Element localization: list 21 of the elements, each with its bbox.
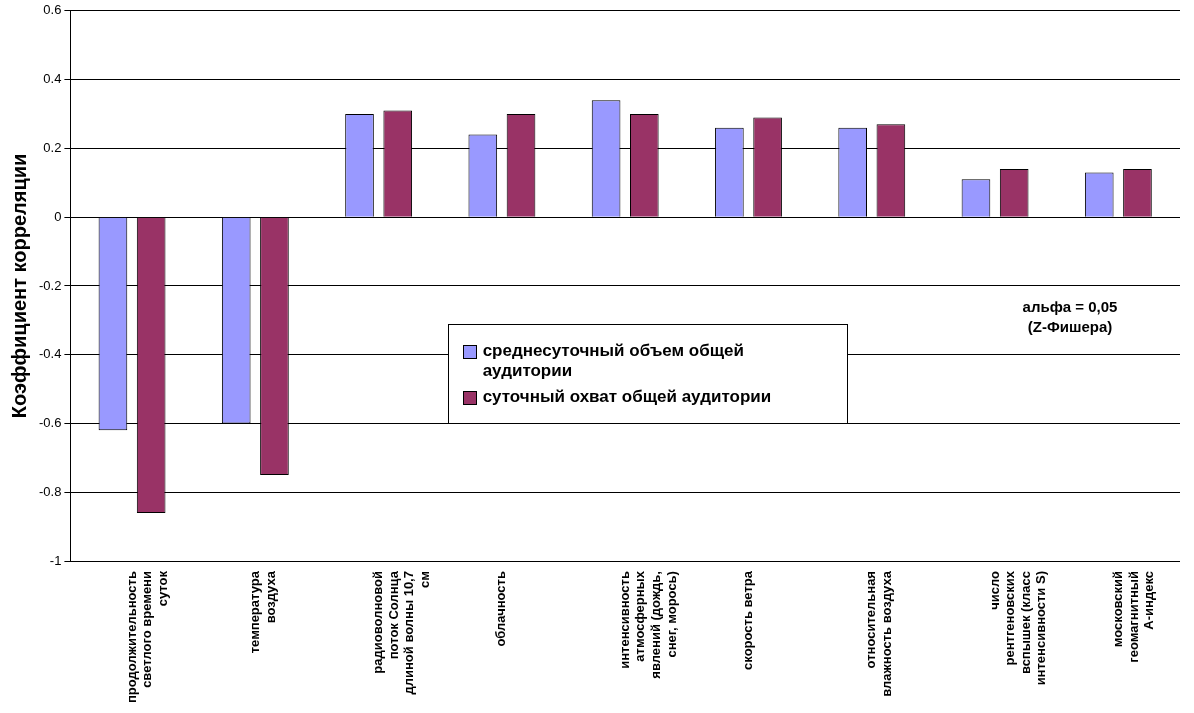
legend-label: среднесуточный объем общей аудитории	[482, 341, 745, 382]
annotation: альфа = 0,05 (Z-Фишера)	[1022, 298, 1118, 336]
x-tick-label: облачность	[493, 571, 509, 647]
legend-label: суточный охват общей аудитории	[482, 387, 772, 408]
x-tick-label: скорость ветра	[740, 570, 756, 670]
x-tick-label: московский геомагнитный А-индекс	[1109, 571, 1157, 663]
x-tick-label: число рентгеновских вспышек (класс интенсивности S)	[986, 570, 1049, 686]
y-tick-label: -0.6	[38, 415, 62, 431]
y-tick-label: -0.8	[38, 483, 62, 499]
x-tick-label: радиоволновой поток Солнца длиной волны 10,7 см	[370, 570, 432, 695]
y-tick-label: 0.6	[43, 2, 62, 18]
y-tick-label: -0.2	[38, 277, 62, 293]
y-tick-label: -1	[49, 552, 62, 568]
y-tick-label: 0.2	[43, 139, 62, 155]
x-tick-label: продолжительность светлого времени суток	[123, 570, 170, 704]
y-tick-label: -0.4	[38, 346, 62, 362]
y-tick-label: 0.4	[43, 71, 62, 87]
y-tick-label: 0	[54, 208, 62, 224]
y-axis-title: Коэффициент корреляции	[7, 153, 30, 419]
x-tick-label: температура воздуха	[246, 570, 278, 654]
x-tick-label: интенсивность атмосферных явлений (дождь, снег, морось)	[616, 570, 679, 679]
